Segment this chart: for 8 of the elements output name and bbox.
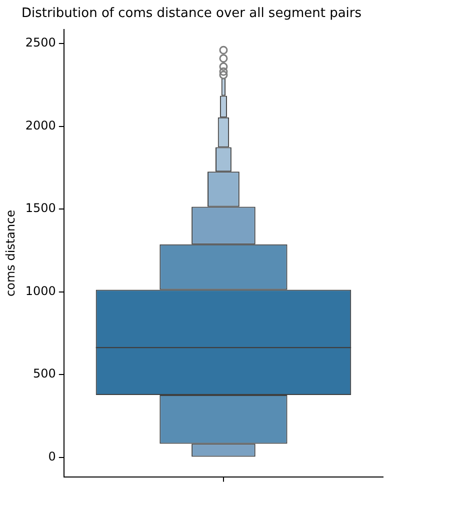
chart-title: Distribution of coms distance over all segment pairs: [21, 6, 362, 22]
y-tick-label: 1500: [25, 201, 56, 216]
y-tick-label: 2000: [25, 118, 56, 132]
y-tick-label: 0: [48, 449, 56, 464]
y-tick-label: 1000: [25, 284, 56, 298]
y-tick-label: 500: [33, 366, 56, 381]
y-tick-label: 2500: [25, 36, 56, 50]
y-axis-title: coms distance: [3, 210, 18, 296]
